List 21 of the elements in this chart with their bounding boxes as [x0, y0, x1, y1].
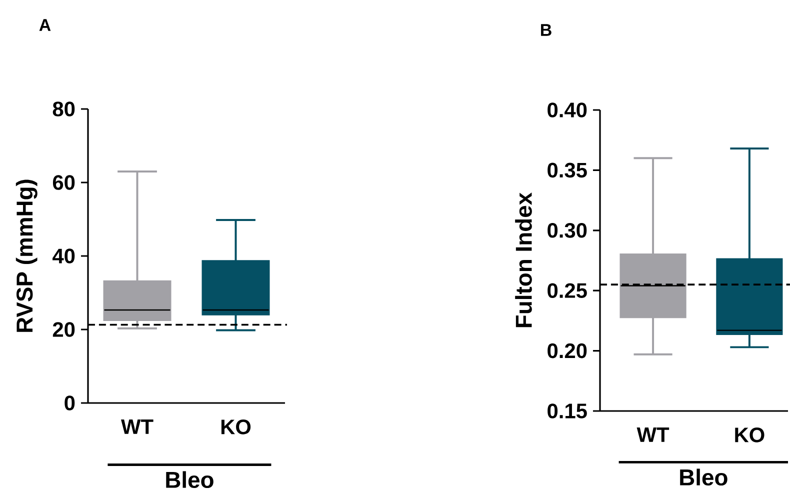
y-tick-label: 60	[52, 175, 75, 190]
y-tick-label: 0.30	[548, 222, 587, 238]
y-tick-label: 20	[52, 322, 75, 337]
x-axis-title: Bleo	[166, 471, 214, 488]
chart-title: B	[541, 24, 552, 36]
y-tick-label: 80	[52, 102, 75, 116]
y-tick-label: 0.25	[548, 283, 587, 298]
x-axis-title: Bleo	[680, 468, 728, 486]
y-axis-title: Fulton Index	[515, 192, 532, 328]
x-tick-label: WT	[121, 420, 154, 434]
chart-title: A	[39, 19, 51, 31]
y-tick-label: 0	[64, 396, 75, 410]
y-axis-title: RVSP (mmHg)	[16, 180, 38, 332]
y-tick-label: 0.40	[548, 102, 587, 118]
y-tick-label: 0.20	[548, 343, 587, 358]
x-tick-label: KO	[735, 428, 764, 442]
y-tick-label: 0.15	[548, 404, 587, 418]
y-tick-label: 0.35	[548, 162, 587, 178]
y-tick-label: 40	[52, 248, 75, 264]
x-tick-label: KO	[221, 420, 251, 434]
x-tick-label: WT	[636, 428, 670, 442]
